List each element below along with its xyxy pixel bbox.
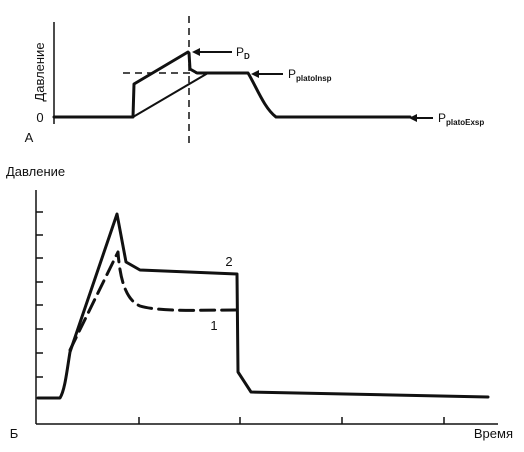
curve-2-label: 2 bbox=[225, 254, 232, 269]
curve-1-label: 1 bbox=[210, 318, 217, 333]
panel-b-x-ticks bbox=[138, 417, 445, 424]
panel-a-pressure-curve bbox=[52, 50, 412, 119]
panel-b-x-label: Время bbox=[474, 426, 513, 441]
pd-label: PD bbox=[236, 45, 250, 61]
panel-a-zero-label: 0 bbox=[36, 110, 43, 125]
p-plato-exsp-label: PplatoExsp bbox=[438, 111, 484, 127]
pinsp-arrow bbox=[251, 70, 283, 78]
pd-arrow bbox=[192, 48, 232, 56]
panel-a-letter: A bbox=[25, 130, 34, 145]
panel-a-inner-slope-line bbox=[132, 72, 209, 118]
curve-2-solid bbox=[36, 212, 490, 400]
p-plato-insp-label: PplatoInsp bbox=[288, 67, 332, 83]
panel-b-y-label: Давление bbox=[6, 164, 65, 179]
pexsp-arrow bbox=[409, 114, 433, 122]
panel-a: Давление 0 A PD PplatoInsp PplatoExsp bbox=[25, 16, 484, 145]
panel-a-y-label: Давление bbox=[32, 42, 47, 101]
panel-b: Давление 2 1 Б Время bbox=[6, 164, 513, 441]
curve-1-dashed bbox=[68, 250, 238, 352]
panel-b-letter: Б bbox=[10, 426, 19, 441]
panel-b-y-ticks bbox=[36, 211, 43, 378]
